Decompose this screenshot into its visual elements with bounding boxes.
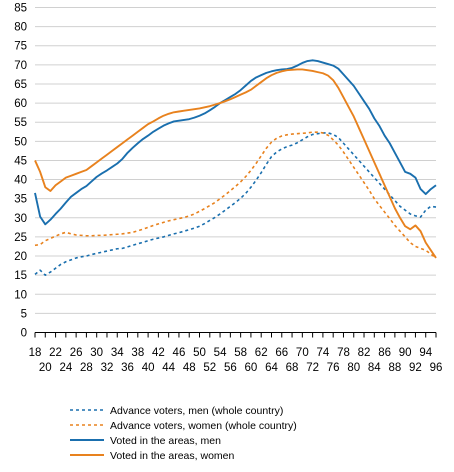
x-tick-label: 86: [378, 347, 391, 359]
x-tick-label: 44: [162, 362, 175, 374]
series-lines: [34, 59, 437, 276]
x-tick-label: 78: [337, 347, 350, 359]
y-tick-label: 85: [14, 3, 27, 15]
x-tick-label: 56: [224, 362, 237, 374]
x-tick-label: 18: [29, 347, 42, 359]
legend-label: Advance voters, women (whole country): [110, 420, 297, 432]
legend-label: Advance voters, men (whole country): [110, 405, 283, 417]
x-tick-label: 92: [409, 362, 422, 374]
x-tick-label: 80: [347, 362, 360, 374]
y-tick-label: 75: [14, 41, 27, 53]
x-tick-label: 62: [255, 347, 268, 359]
gridlines: [35, 7, 436, 314]
y-tick-label: 10: [14, 289, 27, 301]
x-tick-label: 50: [193, 347, 206, 359]
y-tick-label: 15: [14, 270, 27, 282]
x-tick-label: 30: [90, 347, 103, 359]
y-tick-label: 60: [14, 98, 27, 110]
legend: Advance voters, men (whole country) Advan…: [70, 405, 297, 462]
x-tick-label: 36: [121, 362, 134, 374]
y-tick-label: 5: [21, 308, 27, 320]
x-tick-label: 74: [316, 347, 329, 359]
x-tick-label: 58: [234, 347, 247, 359]
x-tick-label: 76: [327, 362, 340, 374]
series-line-1: [34, 132, 437, 276]
y-tick-label: 35: [14, 194, 27, 206]
legend-label: Voted in the areas, women: [110, 450, 234, 462]
y-tick-label: 30: [14, 213, 27, 225]
series-line-4: [34, 68, 437, 259]
x-tick-label: 42: [152, 347, 165, 359]
series-line-2: [34, 131, 437, 259]
y-tick-label: 40: [14, 175, 27, 187]
legend-label: Voted in the areas, men: [110, 435, 221, 447]
x-tick-label: 72: [306, 362, 319, 374]
x-tick-label: 70: [296, 347, 309, 359]
x-tick-label: 84: [368, 362, 381, 374]
x-tick-label: 82: [358, 347, 371, 359]
x-tick-label: 28: [80, 362, 93, 374]
y-axis-ticks: 0 5 10 15 20 25 30 35 40 45 50 55 60 65 70 75 80 85: [14, 3, 27, 340]
y-tick-label: 0: [21, 328, 27, 340]
x-tick-label: 90: [399, 347, 412, 359]
y-tick-label: 25: [14, 232, 27, 244]
y-tick-label: 65: [14, 79, 27, 91]
y-tick-label: 70: [14, 60, 27, 72]
x-tick-label: 96: [430, 362, 443, 374]
y-tick-label: 45: [14, 155, 27, 167]
x-tick-label: 38: [131, 347, 144, 359]
x-tick-label: 46: [173, 347, 186, 359]
x-tick-label: 22: [49, 347, 62, 359]
x-tick-label: 60: [245, 362, 258, 374]
x-tick-label: 94: [419, 347, 432, 359]
x-tick-label: 24: [59, 362, 72, 374]
x-tick-label: 54: [214, 347, 227, 359]
x-tick-label: 68: [286, 362, 299, 374]
x-tick-label: 66: [275, 347, 288, 359]
y-tick-label: 80: [14, 22, 27, 34]
x-tick-label: 20: [39, 362, 52, 374]
y-tick-label: 55: [14, 117, 27, 129]
x-tick-label: 26: [70, 347, 83, 359]
x-tick-label: 40: [142, 362, 155, 374]
x-tick-label: 52: [203, 362, 216, 374]
x-axis-ticks: 18 22 26 30 34 38 42 46 50 54 58 62 66 70 74 78 82 86 90 94…: [29, 332, 443, 374]
x-tick-label: 34: [111, 347, 124, 359]
x-tick-label: 32: [101, 362, 114, 374]
y-tick-label: 50: [14, 136, 27, 148]
y-tick-label: 20: [14, 251, 27, 263]
x-tick-label: 64: [265, 362, 278, 374]
x-tick-label: 48: [183, 362, 196, 374]
series-line-3: [34, 59, 437, 226]
x-tick-label: 88: [388, 362, 401, 374]
